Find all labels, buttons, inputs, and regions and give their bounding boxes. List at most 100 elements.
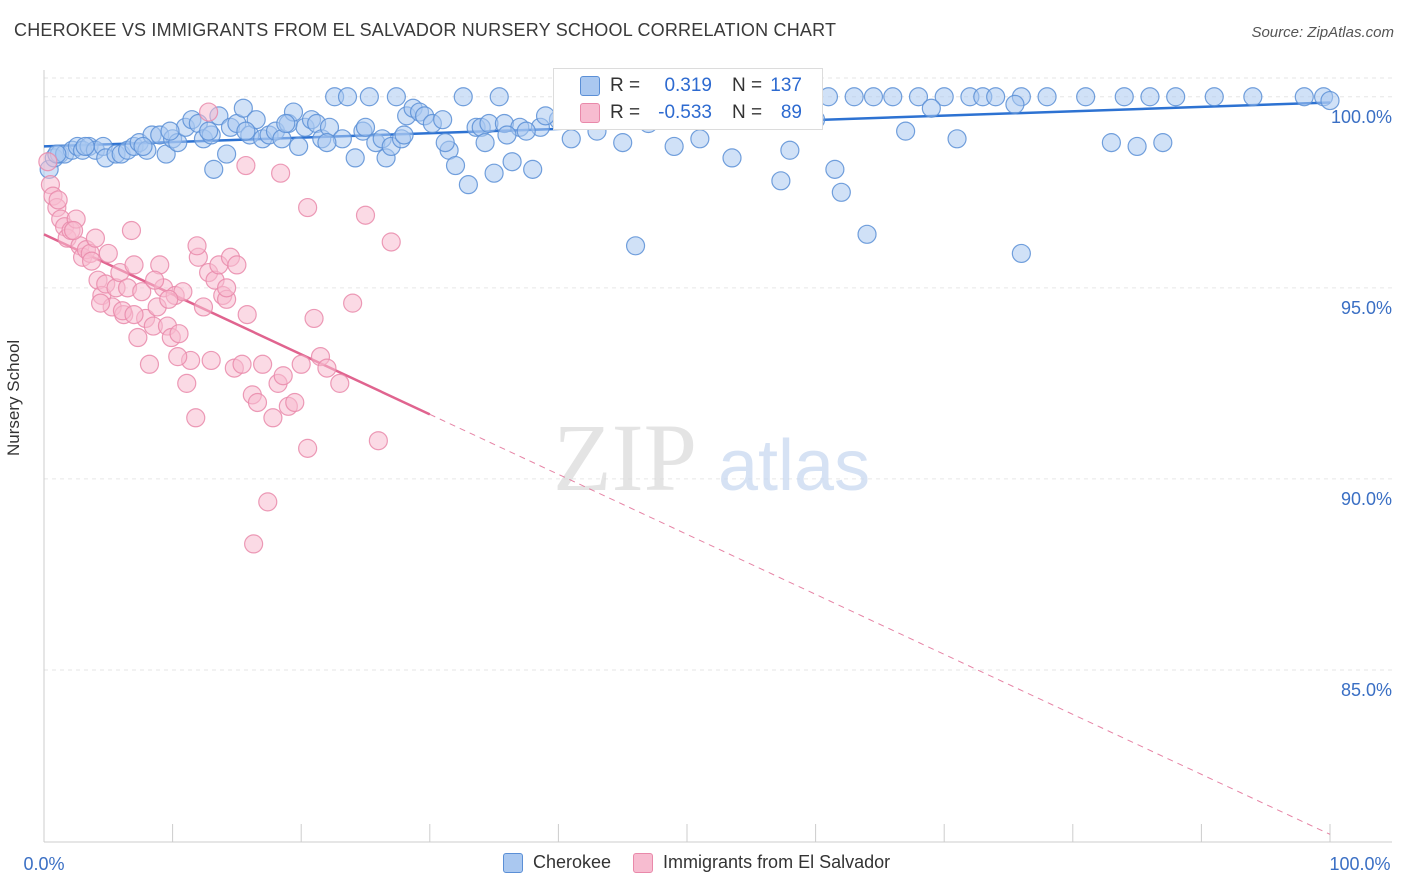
salvador-point <box>330 373 350 393</box>
cherokee-point <box>883 87 903 107</box>
salvador-point <box>90 293 111 313</box>
salvador-point <box>368 431 388 451</box>
cherokee-point <box>276 113 296 134</box>
r-label: R = <box>610 102 641 123</box>
cherokee-point <box>453 87 473 107</box>
salvador-point <box>236 155 256 176</box>
cherokee-point <box>386 87 406 107</box>
cherokee-point <box>722 148 742 168</box>
cherokee-point <box>1037 87 1057 107</box>
salvador-point <box>244 534 264 554</box>
cherokee-point <box>934 87 954 107</box>
salvador-point <box>232 354 252 374</box>
legend-item-cherokee[interactable]: Cherokee <box>503 852 611 873</box>
y-tick-label: 90.0% <box>1341 489 1392 509</box>
salvador-trend-extension <box>429 413 1331 835</box>
x-tick-label-min: 0.0% <box>23 854 64 874</box>
cherokee-point <box>475 133 495 153</box>
salvador-point <box>124 304 144 325</box>
cherokee-point <box>690 129 710 149</box>
salvador-point <box>199 102 219 122</box>
cherokee-point <box>947 129 967 149</box>
cherokee-point <box>489 87 509 107</box>
cherokee-point <box>1101 133 1121 153</box>
cherokee-point <box>664 136 684 157</box>
cherokee-point <box>394 125 414 145</box>
salvador-point <box>48 190 68 210</box>
cherokee-point <box>896 121 916 141</box>
salvador-point <box>298 438 318 458</box>
salvador-point <box>291 354 311 374</box>
cherokee-point <box>857 224 877 244</box>
salvador-point <box>85 228 106 248</box>
cherokee-point <box>236 121 256 141</box>
watermark-atlas: atlas <box>718 426 870 506</box>
cherokee-point <box>433 110 453 130</box>
cherokee-point <box>1005 94 1025 114</box>
salvador-point <box>271 163 291 183</box>
cherokee-point <box>625 236 646 256</box>
x-tick-label-max: 100.0% <box>1329 854 1390 874</box>
legend-label-cherokee: Cherokee <box>533 852 612 872</box>
salvador-point <box>98 243 118 264</box>
r-value: -0.533 <box>658 102 712 123</box>
legend-item-salvador[interactable]: Immigrants from El Salvador <box>633 852 890 873</box>
cherokee-point <box>771 171 791 191</box>
legend-label-salvador: Immigrants from El Salvador <box>663 852 891 872</box>
cherokee-point <box>831 182 851 202</box>
salvador-point <box>168 347 188 367</box>
cherokee-point <box>359 87 379 107</box>
salvador-point <box>285 392 305 413</box>
y-tick-label: 95.0% <box>1341 298 1392 318</box>
salvador-point <box>253 354 273 374</box>
salvador-point <box>177 373 197 393</box>
tick-labels: 85.0% 90.0% 95.0% 100.0% 0.0% 100.0% <box>23 107 1392 874</box>
chart-title: CHEROKEE VS IMMIGRANTS FROM EL SALVADOR … <box>14 20 837 40</box>
watermark-zip: ZIP <box>553 404 697 511</box>
salvador-point <box>227 255 247 275</box>
salvador-point <box>317 358 337 378</box>
salvador-point <box>187 236 207 256</box>
salvador-point <box>169 324 189 344</box>
salvador-point <box>159 289 179 309</box>
salvador-point <box>124 255 144 275</box>
cherokee-point <box>1140 87 1160 107</box>
cherokee-point <box>75 136 95 157</box>
cherokee-point <box>516 121 536 141</box>
cherokee-point <box>1243 87 1263 107</box>
cherokee-point <box>133 136 153 157</box>
salvador-point <box>237 304 257 325</box>
y-axis-label: Nursery School <box>4 339 23 456</box>
cherokee-point <box>825 159 845 179</box>
cherokee-point <box>345 148 365 168</box>
cherokee-point <box>233 98 253 118</box>
y-tick-label: 85.0% <box>1341 680 1392 700</box>
cherokee-point <box>204 159 224 179</box>
cherokee-point <box>1320 90 1340 111</box>
cherokee-point <box>217 144 237 164</box>
n-label: N = <box>732 75 763 96</box>
salvador-point <box>186 408 206 428</box>
legend-swatch-blue <box>503 852 523 873</box>
cherokee-point <box>160 121 180 141</box>
salvador-point <box>193 297 214 317</box>
cherokee-point <box>484 163 504 183</box>
n-value: 137 <box>770 75 802 96</box>
cherokee-point <box>497 125 517 145</box>
cherokee-point <box>908 87 929 107</box>
cherokee-point <box>986 87 1006 107</box>
cherokee-point <box>355 117 376 137</box>
cherokee-point <box>523 159 543 179</box>
r-value: 0.319 <box>664 75 712 96</box>
salvador-point <box>258 492 278 512</box>
salvador-point <box>343 293 363 313</box>
cherokee-point <box>337 87 358 107</box>
salvador-point <box>38 152 58 172</box>
cherokee-point <box>458 175 478 195</box>
salvador-point <box>81 251 102 271</box>
salvador-point <box>132 282 152 302</box>
salvador-point <box>273 366 293 386</box>
cherokee-point <box>780 140 800 160</box>
source-label: Source: ZipAtlas.com <box>1251 24 1394 41</box>
